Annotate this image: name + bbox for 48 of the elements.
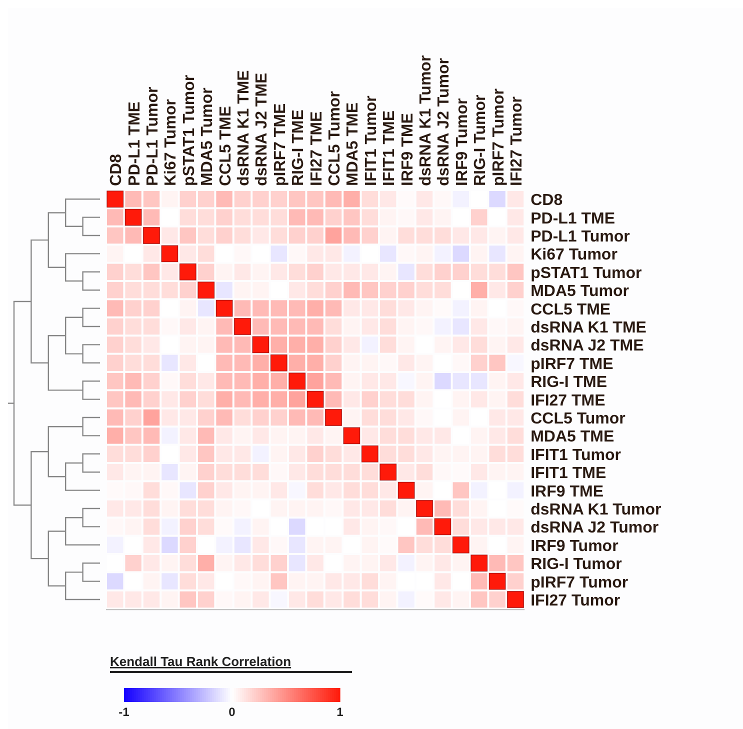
y-tick-label: IRF9 Tumor <box>530 538 618 555</box>
y-tick-label: Ki67 Tumor <box>530 246 618 264</box>
x-tick-label: CD8 <box>108 154 126 186</box>
x-tick-label: IFI27 TME <box>308 110 326 186</box>
y-tick-label: PD-L1 TME <box>530 210 616 228</box>
x-tick-label: MDA5 Tumor <box>199 88 216 186</box>
color-bar-title: Kendall Tau Rank Correlation <box>110 654 292 669</box>
x-tick-label: CCL5 Tumor <box>326 91 344 186</box>
y-tick-label: MDA5 TME <box>530 428 614 446</box>
x-tick-label: pSTAT1 Tumor <box>180 74 198 186</box>
x-tick-label: MDA5 TME <box>344 102 362 186</box>
y-tick-label: CD8 <box>530 192 563 210</box>
y-tick-label: dsRNA K1 Tumor <box>530 502 662 518</box>
x-tick-label: PD-L1 Tumor <box>144 86 162 186</box>
x-tick-label: IFIT1 TME <box>381 110 398 186</box>
color-bar-label: 1 <box>336 705 344 719</box>
y-tick-label: CCL5 Tumor <box>530 410 626 428</box>
y-tick-label: CCL5 TME <box>530 301 611 318</box>
y-tick-label: dsRNA J2 TME <box>530 338 644 355</box>
y-tick-label: IFI27 TME <box>530 392 606 410</box>
x-tick-label: dsRNA J2 TME <box>254 72 271 186</box>
x-tick-label: RIG-I TME <box>290 109 308 186</box>
x-tick-label: IRF9 Tumor <box>454 98 471 186</box>
y-tick-label: IFIT1 Tumor <box>530 446 621 464</box>
y-tick-label: RIG-I TME <box>530 374 608 392</box>
y-tick-label: pSTAT1 Tumor <box>530 264 642 282</box>
y-tick-label: PD-L1 Tumor <box>530 228 630 246</box>
y-tick-label: dsRNA J2 Tumor <box>530 520 659 537</box>
y-tick-label: IRF9 TME <box>530 483 604 500</box>
x-tick-label: dsRNA J2 Tumor <box>436 58 453 186</box>
y-tick-label: pIRF7 TME <box>530 356 614 373</box>
color-bar-label: -1 <box>118 705 130 719</box>
x-tick-label: dsRNA K1 Tumor <box>418 55 434 186</box>
y-tick-label: IFI27 Tumor <box>530 592 620 610</box>
y-tick-label: RIG-I Tumor <box>530 556 622 574</box>
y-tick-label: pIRF7 Tumor <box>530 574 628 592</box>
x-tick-label: PD-L1 TME <box>126 101 144 186</box>
x-tick-label: Ki67 Tumor <box>162 99 180 186</box>
x-tick-label: IFIT1 Tumor <box>362 96 380 186</box>
x-tick-label: IRF9 TME <box>399 112 416 186</box>
x-tick-label: dsRNA K1 TME <box>236 70 252 186</box>
x-tick-label: CCL5 TME <box>217 106 234 186</box>
x-tick-label: pIRF7 TME <box>272 103 289 186</box>
y-tick-label: dsRNA K1 TME <box>530 320 647 336</box>
color-bar-label: 0 <box>228 705 236 719</box>
y-tick-label: IFIT1 TME <box>530 465 606 482</box>
x-tick-label: RIG-I Tumor <box>472 94 490 186</box>
y-tick-label: MDA5 Tumor <box>530 283 629 300</box>
